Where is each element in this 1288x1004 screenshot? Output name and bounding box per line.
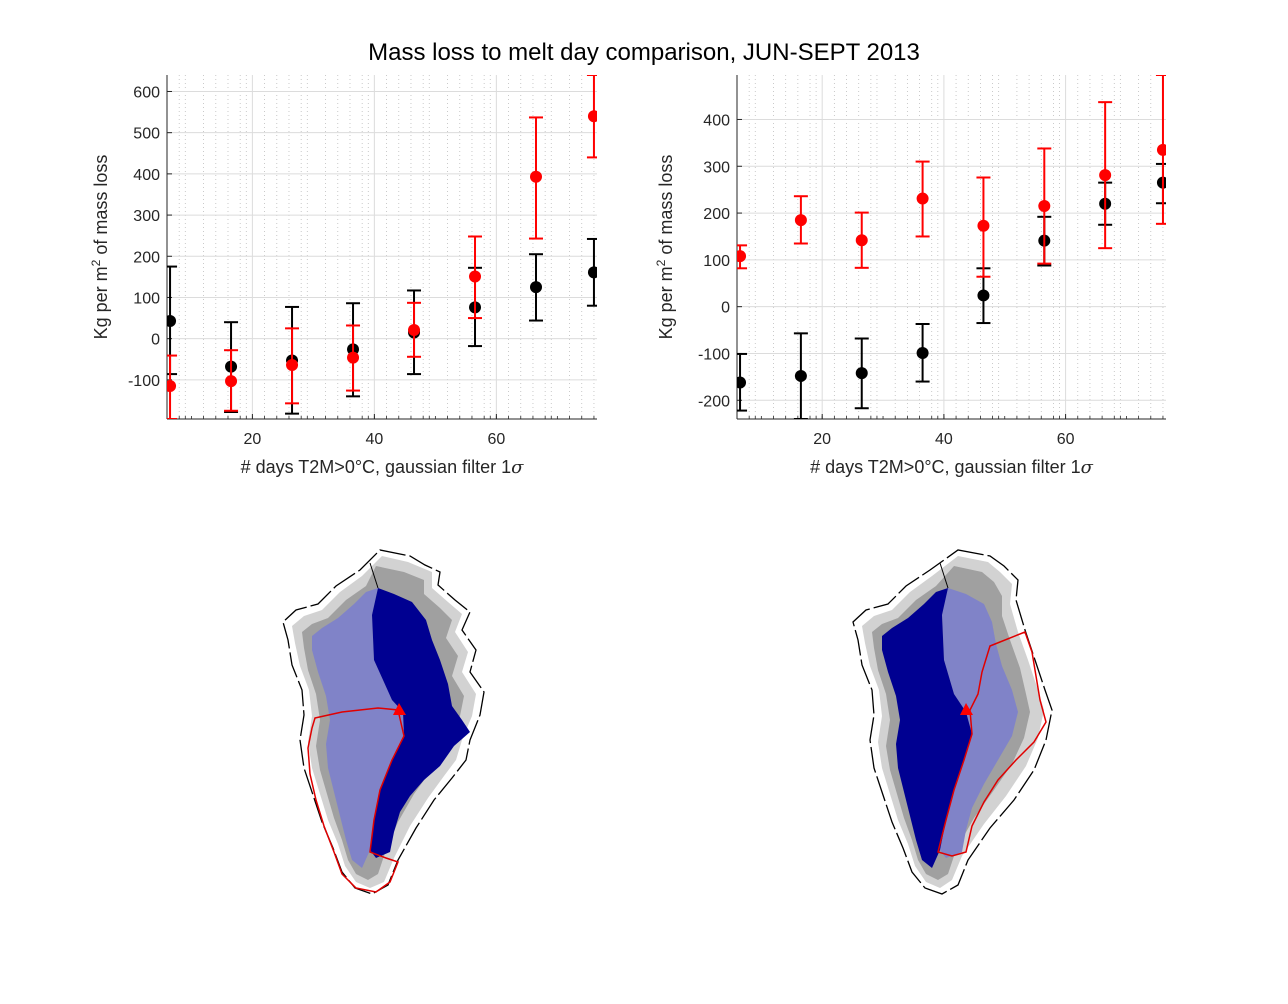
y-tick-label: 600 — [133, 84, 160, 101]
y-tick-label: -200 — [698, 393, 730, 410]
series-red — [167, 75, 597, 419]
greenland-map-left — [282, 549, 485, 895]
x-tick-label: 20 — [243, 431, 261, 448]
x-tick-label: 40 — [365, 431, 383, 448]
data-point — [794, 214, 807, 227]
y-tick-label: 200 — [133, 249, 160, 266]
x-tick-label: 40 — [935, 431, 953, 448]
data-point — [855, 367, 868, 380]
minor-grid — [178, 75, 595, 419]
data-point — [1038, 200, 1051, 213]
y-tick-label: 300 — [133, 208, 160, 225]
x-axis-label-text: # days T2M>0°C, gaussian filter 1 — [241, 457, 512, 477]
series-black — [167, 237, 597, 415]
y-tick-label: 0 — [721, 300, 730, 317]
y-axis-label-prefix: Kg per m — [656, 266, 676, 339]
map-dark-region — [882, 588, 972, 868]
data-point — [794, 369, 807, 382]
data-point — [587, 266, 597, 279]
y-axis-label-suffix: of mass loss — [656, 155, 676, 260]
data-point — [855, 234, 868, 247]
map-outline — [282, 549, 485, 895]
data-point — [347, 351, 360, 364]
x-axis-label-symbol: σ — [1081, 457, 1094, 478]
data-point — [530, 170, 543, 183]
y-tick-label: 400 — [133, 167, 160, 184]
scatter-plot-right: 20 40 60 -200 -100 0 100 200 300 400 # days T2M>0°… — [654, 75, 1166, 478]
y-tick-label: -100 — [128, 373, 160, 390]
x-tick-label: 20 — [813, 431, 831, 448]
series-red — [737, 75, 1166, 278]
major-grid — [167, 75, 597, 419]
map-light-region — [312, 588, 404, 868]
data-point — [1099, 169, 1112, 182]
x-tick-label: 60 — [1057, 431, 1075, 448]
data-point — [916, 347, 929, 360]
map-dark-region — [370, 588, 470, 858]
minor-grid — [748, 75, 1164, 419]
data-point — [167, 380, 177, 393]
data-point — [977, 219, 990, 232]
map-light-region — [940, 588, 1018, 858]
y-tick-label: -100 — [698, 346, 730, 363]
x-axis-label: # days T2M>0°C, gaussian filter 1σ — [241, 457, 525, 478]
greenland-map-right — [852, 549, 1053, 895]
y-axis-label: Kg per m2 of mass loss — [89, 155, 111, 340]
data-point — [530, 281, 543, 294]
major-grid — [737, 75, 1166, 419]
map-red-boundary — [937, 631, 1047, 857]
data-point — [469, 270, 482, 283]
y-tick-label: 200 — [703, 206, 730, 223]
data-layer — [167, 75, 597, 419]
x-axis-label-symbol: σ — [511, 457, 524, 478]
data-point — [225, 375, 238, 388]
data-point — [286, 359, 299, 372]
y-tick-label: 100 — [133, 290, 160, 307]
y-tick-label: 0 — [151, 332, 160, 349]
data-point — [737, 250, 747, 263]
y-tick-label: 400 — [703, 112, 730, 129]
map-red-boundary — [307, 707, 405, 893]
data-point — [1156, 143, 1166, 156]
data-point — [587, 110, 597, 123]
x-axis-label: # days T2M>0°C, gaussian filter 1σ — [810, 457, 1094, 478]
data-layer — [737, 75, 1166, 419]
y-axis-label-sup: 2 — [89, 259, 103, 266]
figure-title: Mass loss to melt day comparison, JUN-SE… — [368, 39, 920, 66]
map-divide-line — [939, 562, 949, 589]
y-axis-label-prefix: Kg per m — [91, 266, 111, 339]
y-axis-label-sup: 2 — [654, 259, 668, 266]
y-tick-label: 500 — [133, 126, 160, 143]
map-marker — [393, 703, 406, 715]
data-point — [408, 324, 421, 337]
map-marker — [960, 703, 973, 715]
map-divide-line — [369, 562, 379, 589]
x-axis-label-text: # days T2M>0°C, gaussian filter 1 — [810, 457, 1081, 477]
y-axis-label-suffix: of mass loss — [91, 155, 111, 260]
data-point — [916, 192, 929, 205]
data-point — [977, 289, 990, 302]
data-point — [737, 376, 747, 389]
y-tick-label: 100 — [703, 253, 730, 270]
scatter-plot-left: 20 40 60 -100 0 100 200 300 400 500 600 # days T2M>… — [89, 75, 597, 478]
data-point — [167, 314, 177, 327]
y-tick-label: 300 — [703, 159, 730, 176]
x-tick-label: 60 — [487, 431, 505, 448]
y-axis-label: Kg per m2 of mass loss — [654, 155, 676, 340]
